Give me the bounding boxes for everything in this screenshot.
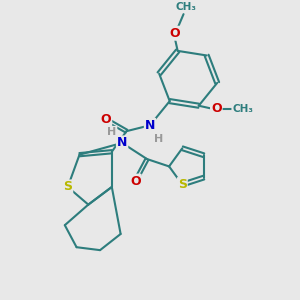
Text: O: O bbox=[130, 175, 141, 188]
Text: CH₃: CH₃ bbox=[176, 2, 197, 12]
Text: H: H bbox=[154, 134, 164, 143]
Text: S: S bbox=[178, 178, 187, 191]
Text: O: O bbox=[169, 27, 180, 40]
Text: N: N bbox=[117, 136, 127, 149]
Text: N: N bbox=[145, 119, 155, 132]
Text: H: H bbox=[107, 127, 116, 137]
Text: O: O bbox=[211, 102, 222, 115]
Text: O: O bbox=[100, 113, 111, 126]
Text: CH₃: CH₃ bbox=[232, 104, 253, 114]
Text: S: S bbox=[63, 181, 72, 194]
